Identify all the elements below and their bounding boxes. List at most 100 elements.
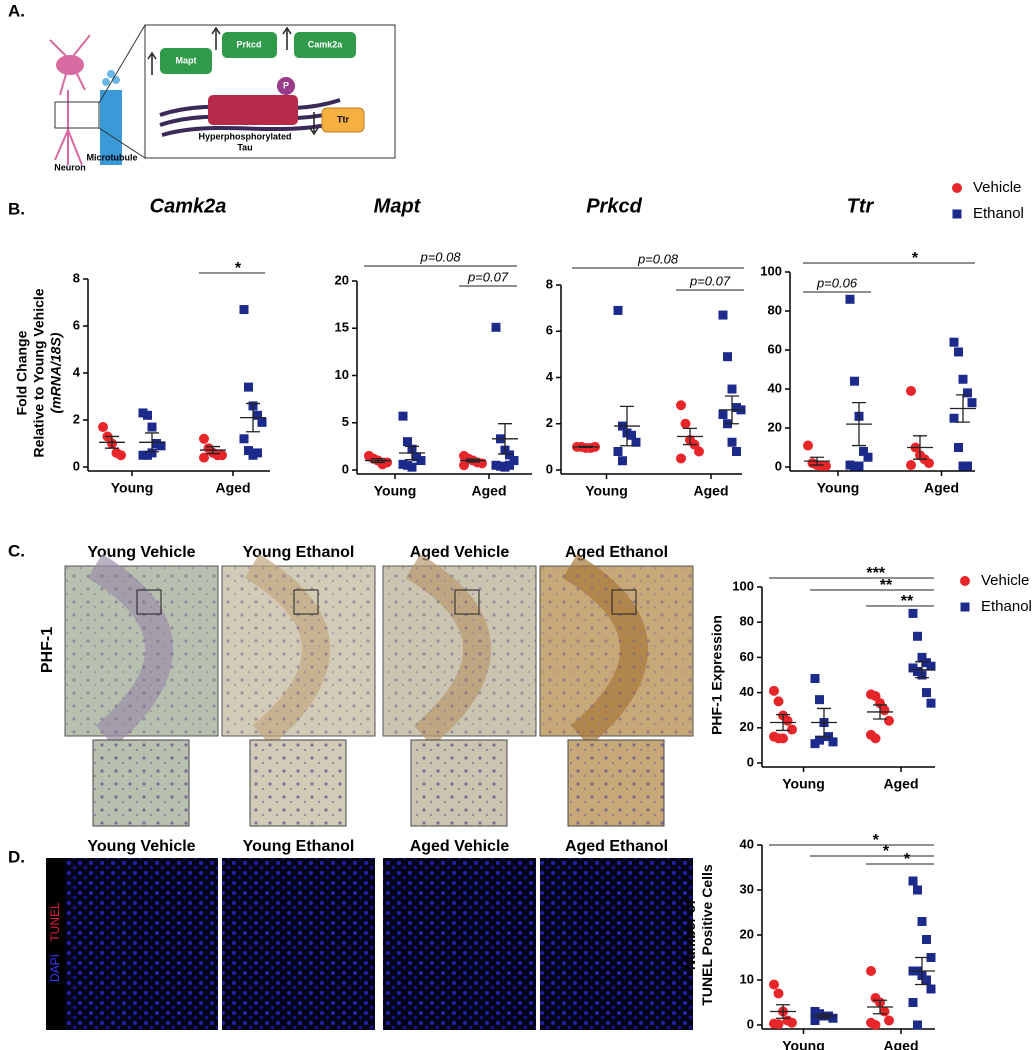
data-point — [922, 688, 931, 698]
neuron-label: Neuron — [54, 162, 86, 172]
y-tick-label: 0 — [747, 1016, 754, 1031]
data-point — [143, 410, 152, 420]
significance-label: p=0.07 — [467, 269, 509, 284]
charts: Camk2a Fold Change Relative to Young Vehic… — [14, 179, 1032, 1050]
legend-marker — [960, 576, 970, 586]
sem-bar — [466, 458, 480, 463]
data-point — [257, 417, 267, 427]
data-point — [199, 433, 209, 444]
data-point — [613, 305, 623, 315]
data-point — [859, 446, 868, 456]
data-point — [782, 715, 793, 726]
y-tick-label: 0 — [747, 754, 754, 769]
y-axis-label: (mRNA/18S) — [48, 332, 64, 413]
chart-title: Camk2a — [150, 195, 227, 217]
data-point — [828, 1013, 838, 1023]
tau-label: Hyperphosphorylated — [198, 131, 291, 141]
data-point — [908, 998, 918, 1007]
micrograph-cells — [222, 858, 375, 1030]
chart-title: Mapt — [374, 195, 422, 217]
neuron-shape — [49, 34, 91, 166]
diagram: P Hyperphosphorylated Tau Neuron Microtu… — [49, 24, 396, 172]
data-point — [505, 460, 514, 470]
data-point — [680, 418, 691, 429]
inset-cells — [93, 740, 189, 826]
y-axis-label: Number of — [682, 900, 698, 970]
phospho-shape — [277, 77, 295, 95]
data-point — [244, 446, 253, 456]
legend-label: Vehicle — [981, 572, 1029, 589]
data-point — [244, 382, 253, 392]
column-title: Aged Ethanol — [565, 544, 668, 561]
y-tick-label: 20 — [740, 926, 754, 941]
data-point — [967, 398, 977, 408]
microtubule-label: Microtubule — [87, 152, 138, 162]
inset-box — [611, 589, 637, 615]
x-tick-label: Aged — [884, 1038, 919, 1050]
x-tick-label: Young — [111, 480, 154, 496]
significance-label: *** — [866, 565, 885, 582]
y-tick-label: 100 — [760, 263, 782, 278]
inset-box — [293, 589, 319, 615]
micrograph-cells — [65, 566, 218, 736]
data-point — [613, 447, 623, 456]
x-tick-label: Young — [782, 776, 825, 792]
data-point — [926, 661, 936, 671]
legend-marker — [952, 183, 962, 193]
sem-bar — [915, 661, 929, 679]
neuron-body — [56, 55, 84, 75]
panel-label: C. — [8, 541, 25, 560]
significance-label: p=0.08 — [637, 251, 679, 266]
data-point — [773, 1019, 784, 1030]
y-axis-label: TUNEL Positive Cells — [699, 864, 715, 1006]
data-point — [908, 876, 918, 886]
y-tick-label: 20 — [740, 719, 754, 734]
data-point — [963, 461, 972, 471]
column-title: Young Ethanol — [243, 544, 355, 561]
y-tick-label: 40 — [740, 684, 754, 699]
data-point — [926, 953, 936, 962]
data-point — [239, 305, 249, 315]
data-point — [769, 979, 779, 990]
data-point — [253, 448, 262, 458]
data-point — [926, 698, 936, 708]
sem-bar — [145, 432, 159, 453]
sem-bar — [852, 402, 866, 447]
significance-label: * — [235, 260, 242, 277]
data-point — [505, 450, 514, 460]
data-point — [870, 1020, 881, 1030]
data-point — [863, 452, 873, 462]
micrograph-cells — [383, 566, 536, 736]
sem-bar — [776, 713, 790, 732]
sem-bar — [915, 956, 929, 986]
significance-label: * — [912, 250, 919, 267]
y-tick-label: 6 — [73, 317, 80, 332]
column-title: Aged Vehicle — [410, 838, 510, 855]
legend-label: Ethanol — [973, 205, 1024, 222]
sem-bar — [620, 405, 634, 447]
significance-label: p=0.06 — [816, 275, 858, 290]
gene-label: Ttr — [337, 114, 349, 124]
data-point — [913, 885, 922, 895]
y-axis-label: Fold Change — [14, 330, 30, 415]
data-point — [694, 446, 704, 457]
data-point — [199, 452, 209, 463]
data-point — [769, 685, 779, 696]
data-point — [459, 460, 469, 471]
sem-bar — [579, 445, 593, 448]
data-point — [850, 376, 859, 386]
panel-label: D. — [8, 847, 25, 866]
data-point — [618, 456, 627, 466]
y-tick-label: 80 — [740, 614, 754, 629]
data-point — [917, 917, 927, 926]
data-point — [815, 735, 824, 745]
y-tick-label: 20 — [768, 419, 782, 434]
y-axis-label: Relative to Young Vehicle — [31, 288, 47, 457]
data-point — [924, 458, 934, 469]
data-point — [398, 411, 408, 421]
data-point — [954, 347, 963, 357]
y-tick-label: 10 — [335, 367, 349, 382]
y-tick-label: 20 — [335, 272, 349, 287]
y-tick-label: 100 — [732, 578, 754, 593]
data-point — [416, 456, 426, 466]
